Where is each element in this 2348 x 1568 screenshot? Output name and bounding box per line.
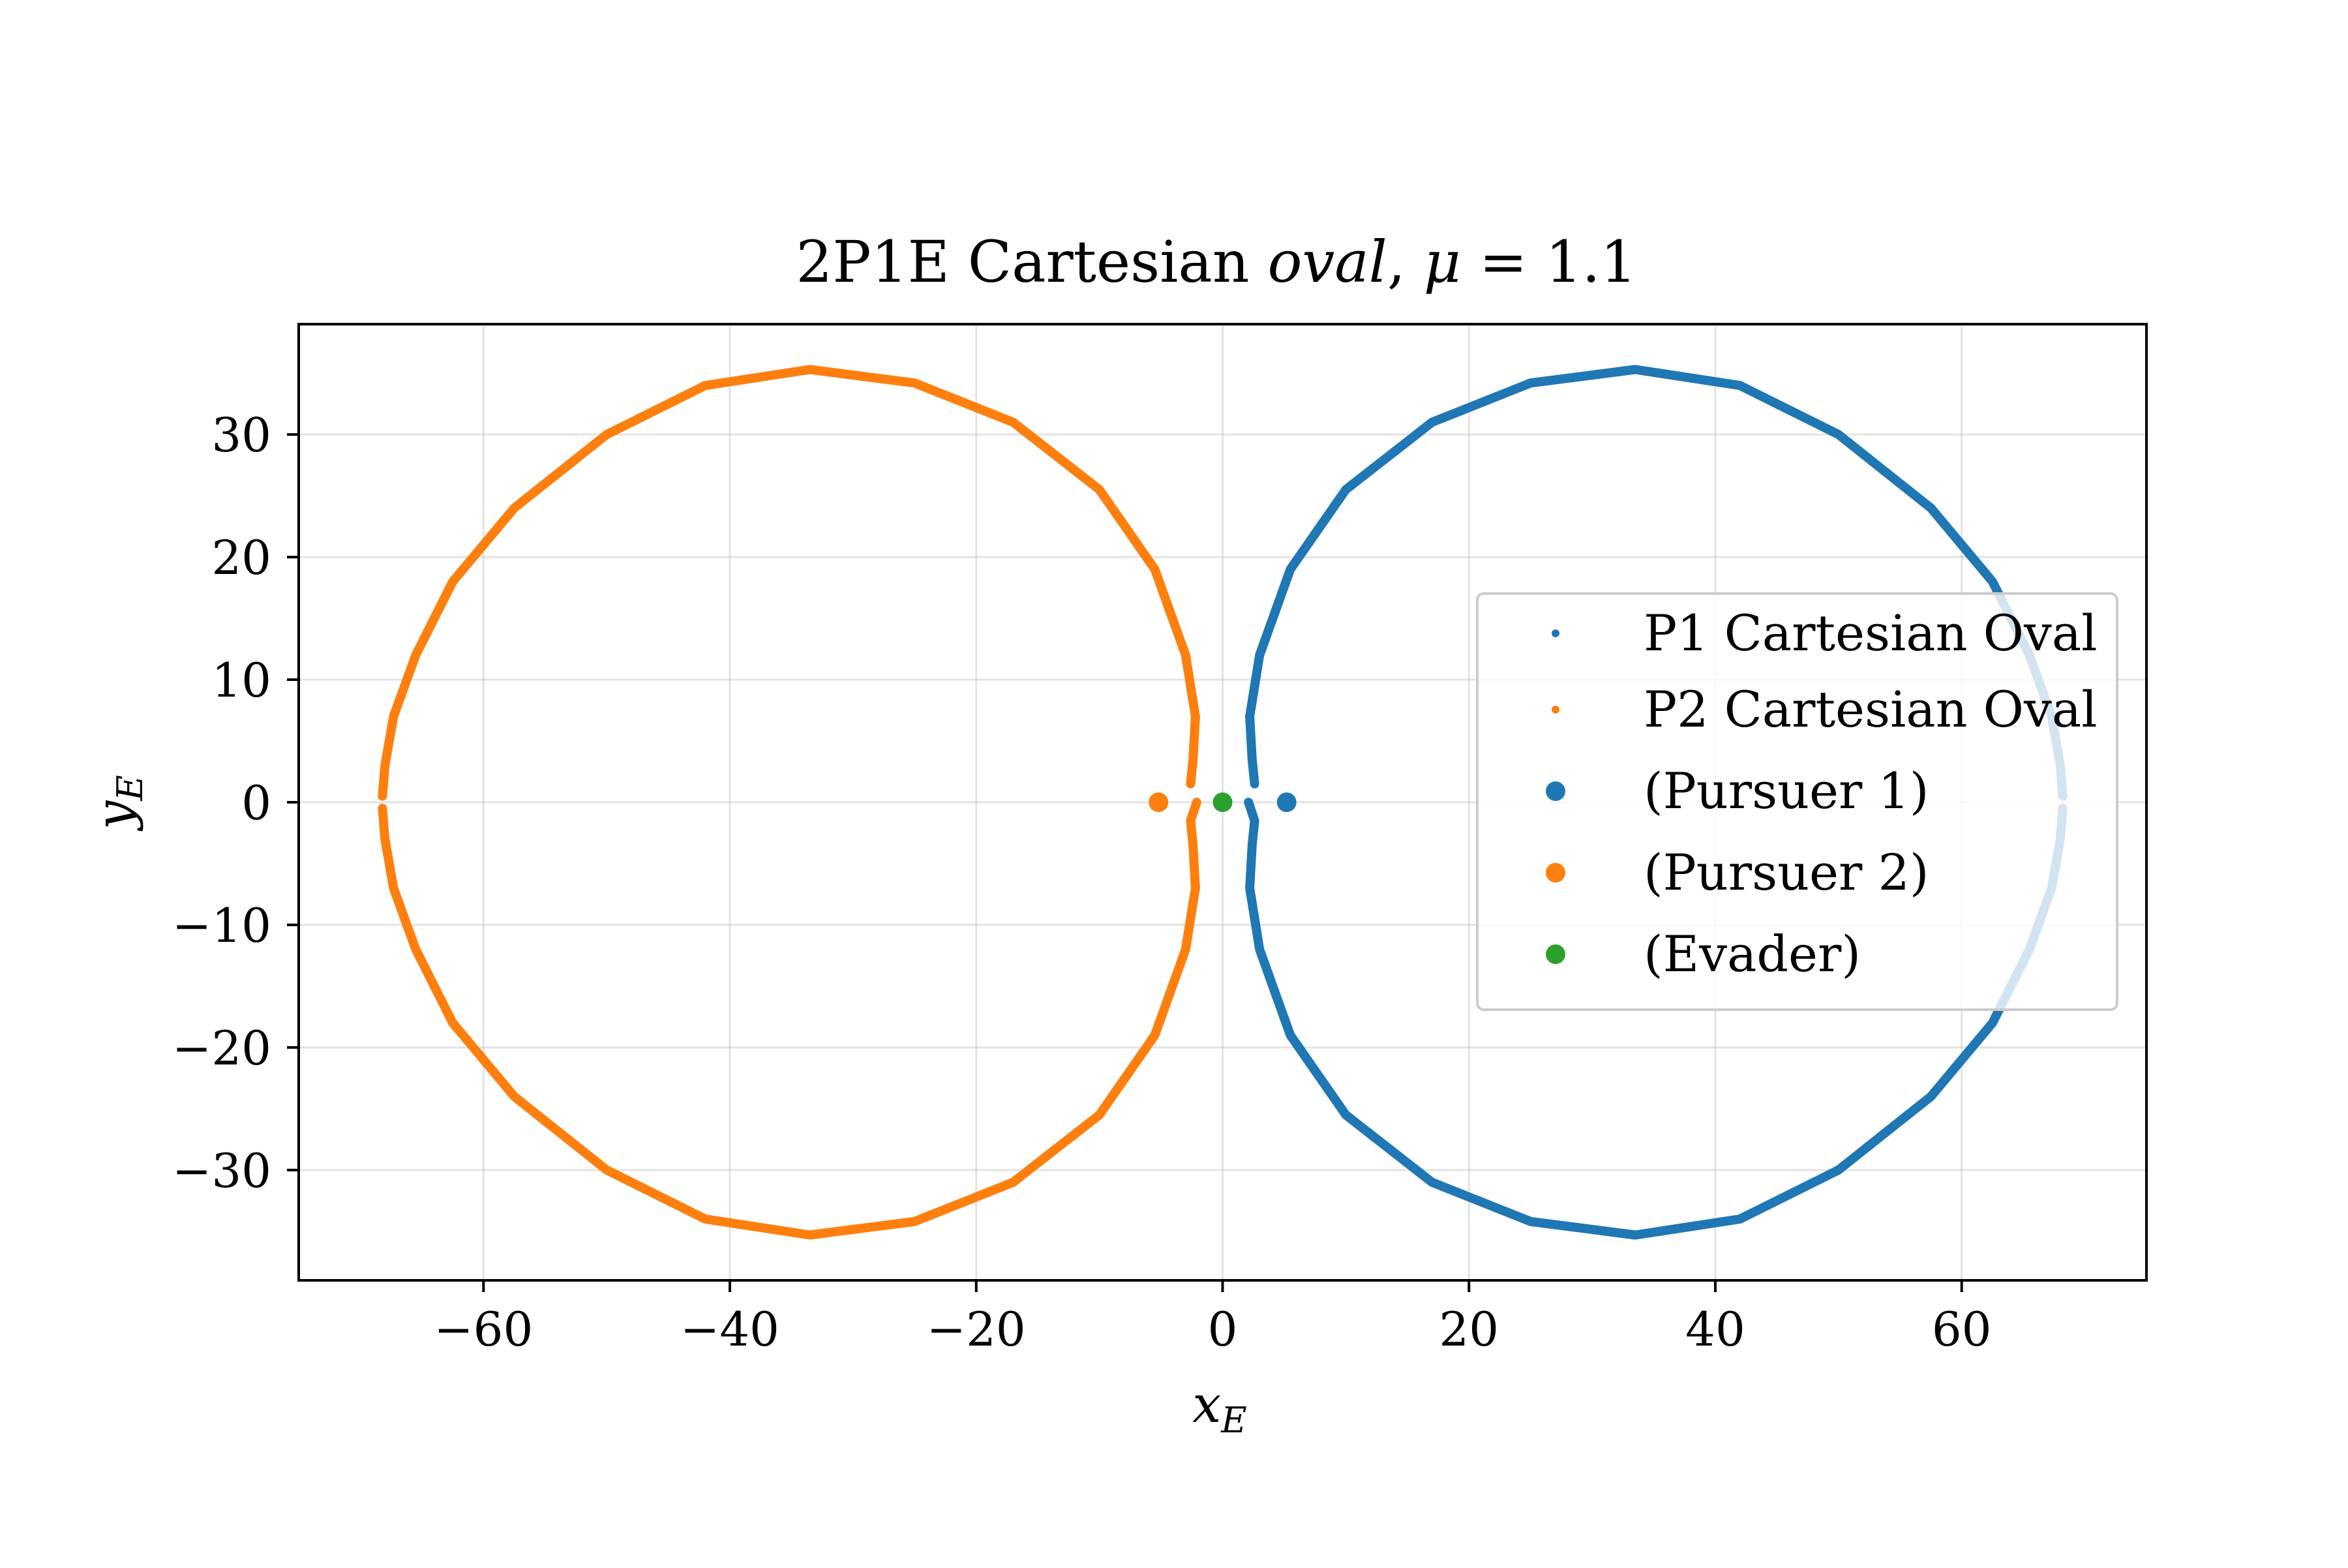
legend-label-2: (Pursuer 1) — [1644, 762, 1929, 820]
x-axis-label-sub: E — [1220, 1400, 1246, 1441]
legend: P1 Cartesian Oval P2 Cartesian Oval (Pursu… — [1476, 592, 2118, 1011]
chart-title-lead: 2P1E Cartesian — [796, 228, 1267, 295]
y-axis-label-base: y — [85, 800, 144, 832]
x-axis-label: xE — [1192, 1376, 1246, 1441]
y-tick-label-1: −20 — [172, 1021, 271, 1076]
legend-label-0: P1 Cartesian Oval — [1644, 604, 2098, 662]
legend-label-1: P2 Cartesian Oval — [1644, 680, 2098, 738]
chart-title-italic-oval: oval — [1268, 228, 1387, 295]
legend-marker-1 — [1552, 706, 1559, 714]
y-tick-label-0: −30 — [172, 1143, 271, 1198]
y-tick-label-5: 20 — [211, 530, 271, 585]
y-tick-label-3: 0 — [241, 776, 271, 830]
axis-ticks: −60 −40 −20 0 20 40 60 −30 −20 −10 0 10 20 30 — [172, 408, 1991, 1357]
x-tick-label-2: −20 — [927, 1302, 1026, 1357]
legend-marker-2 — [1546, 781, 1565, 801]
y-tick-label-6: 30 — [211, 408, 271, 462]
plot-data — [378, 365, 2068, 1240]
legend-marker-3 — [1546, 863, 1565, 882]
legend-marker-0 — [1552, 629, 1559, 637]
x-tick-label-6: 60 — [1932, 1302, 1992, 1357]
series-1-oval-segment-1 — [378, 798, 1201, 1240]
chart-title-sep: , — [1387, 228, 1424, 295]
legend-entries: P1 Cartesian Oval P2 Cartesian Oval (Pursu… — [1546, 604, 2098, 983]
series-4-point-0 — [1212, 792, 1233, 812]
y-axis-label-sub: E — [110, 775, 151, 801]
legend-label-4: (Evader) — [1644, 925, 1861, 983]
x-tick-label-3: 0 — [1208, 1302, 1238, 1357]
y-tick-label-4: 10 — [211, 653, 271, 708]
chart-title-rest: = 1.1 — [1461, 228, 1637, 295]
legend-marker-4 — [1546, 944, 1565, 964]
x-tick-label-5: 40 — [1685, 1302, 1745, 1357]
series-1-oval-segment-0 — [378, 365, 1200, 801]
x-tick-label-0: −60 — [434, 1302, 533, 1357]
legend-box — [1476, 592, 2118, 1011]
x-tick-label-4: 20 — [1439, 1302, 1499, 1357]
series-2-point-0 — [1276, 792, 1297, 812]
chart-title: 2P1E Cartesian oval, μ = 1.1 — [796, 228, 1636, 295]
series-3-point-0 — [1149, 792, 1169, 812]
legend-label-3: (Pursuer 2) — [1644, 843, 1929, 901]
y-axis-label: yE — [85, 775, 151, 832]
x-axis-label-base: x — [1192, 1376, 1221, 1434]
y-tick-label-2: −10 — [172, 898, 271, 953]
chart-title-italic-mu: μ — [1424, 228, 1461, 295]
x-tick-label-1: −40 — [680, 1302, 779, 1357]
